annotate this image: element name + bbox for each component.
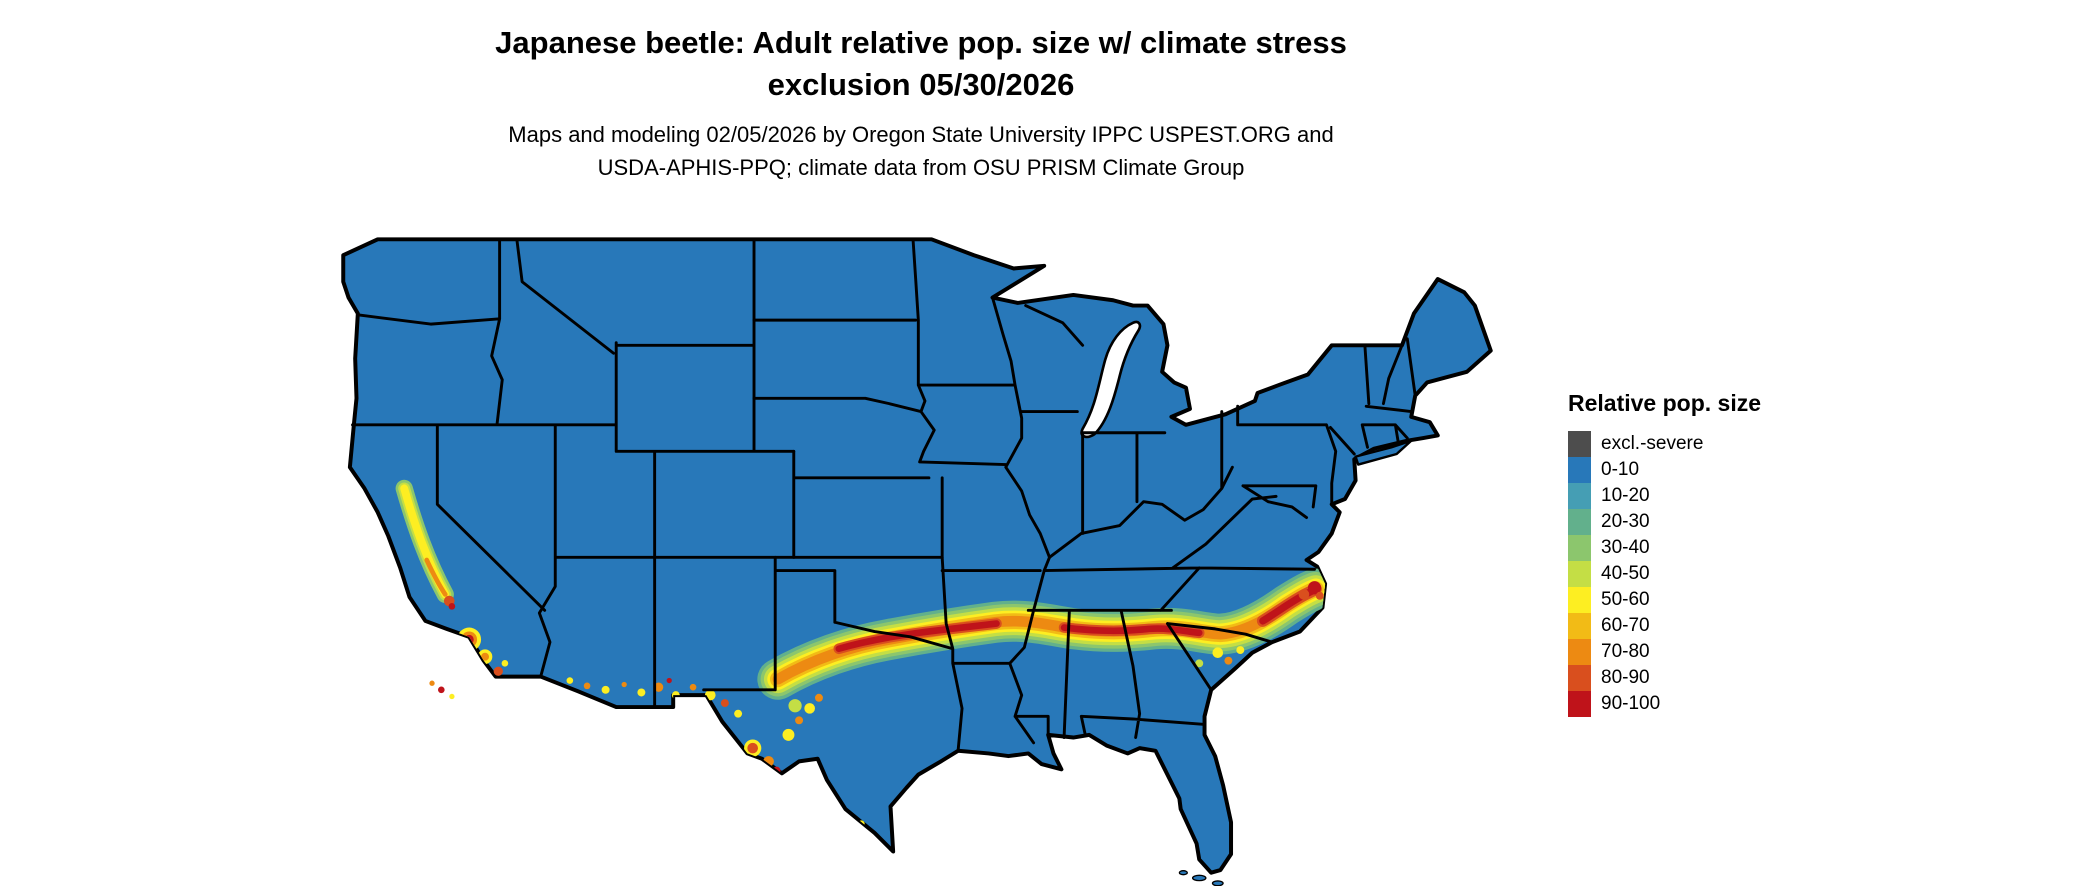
legend-label: 40-50 (1601, 563, 1650, 584)
legend-entry: 20-30 (1568, 509, 1828, 535)
legend: Relative pop. size excl.-severe 0-10 10-20… (1568, 390, 1828, 717)
legend-label: 90-100 (1601, 693, 1661, 714)
legend-entry: 80-90 (1568, 665, 1828, 691)
legend-entry: 90-100 (1568, 691, 1828, 717)
legend-entry: 60-70 (1568, 613, 1828, 639)
legend-swatch (1568, 457, 1591, 483)
legend-entry: 0-10 (1568, 457, 1828, 483)
page-subtitle: Maps and modeling 02/05/2026 by Oregon S… (0, 118, 1842, 184)
legend-swatch (1568, 561, 1591, 587)
legend-entry: 70-80 (1568, 639, 1828, 665)
state-borders-east (1020, 304, 1417, 739)
legend-entries: excl.-severe 0-10 10-20 20-30 30-40 40-50 50-6… (1568, 431, 1828, 717)
legend-swatch (1568, 535, 1591, 561)
legend-label: 0-10 (1601, 459, 1640, 480)
channel-islands-specks (429, 680, 455, 700)
legend-entry: excl.-severe (1568, 431, 1828, 457)
state-borders-west (351, 237, 944, 709)
us-map-svg (341, 237, 1493, 886)
legend-label: 10-20 (1601, 485, 1650, 506)
legend-swatch (1568, 691, 1591, 717)
legend-swatch (1568, 509, 1591, 535)
legend-entry: 10-20 (1568, 483, 1828, 509)
florida-keys (1178, 870, 1224, 886)
legend-label: 30-40 (1601, 537, 1650, 558)
legend-swatch (1568, 613, 1591, 639)
long-island (1354, 439, 1413, 466)
legend-label: 50-60 (1601, 589, 1650, 610)
legend-label: excl.-severe (1601, 433, 1704, 454)
legend-title: Relative pop. size (1568, 390, 1762, 416)
legend-swatch (1568, 639, 1591, 665)
title-line-1: Japanese beetle: Adult relative pop. siz… (495, 25, 1347, 60)
page-title: Japanese beetle: Adult relative pop. siz… (0, 22, 1842, 106)
population-band (395, 479, 1337, 847)
legend-swatch (1568, 587, 1591, 613)
legend-swatch (1568, 431, 1591, 457)
legend-swatch (1568, 483, 1591, 509)
legend-label: 70-80 (1601, 641, 1650, 662)
title-line-2: exclusion 05/30/2026 (767, 66, 1075, 102)
legend-label: 20-30 (1601, 511, 1650, 532)
legend-entry: 30-40 (1568, 535, 1828, 561)
subtitle-line-1: Maps and modeling 02/05/2026 by Oregon S… (508, 122, 1334, 147)
subtitle-line-2: USDA-APHIS-PPQ; climate data from OSU PR… (597, 155, 1245, 180)
legend-entry: 50-60 (1568, 587, 1828, 613)
legend-swatch (1568, 665, 1591, 691)
legend-label: 80-90 (1601, 667, 1650, 688)
legend-entry: 40-50 (1568, 561, 1828, 587)
us-map (330, 226, 1504, 886)
legend-label: 60-70 (1601, 615, 1650, 636)
state-borders (351, 237, 1417, 753)
